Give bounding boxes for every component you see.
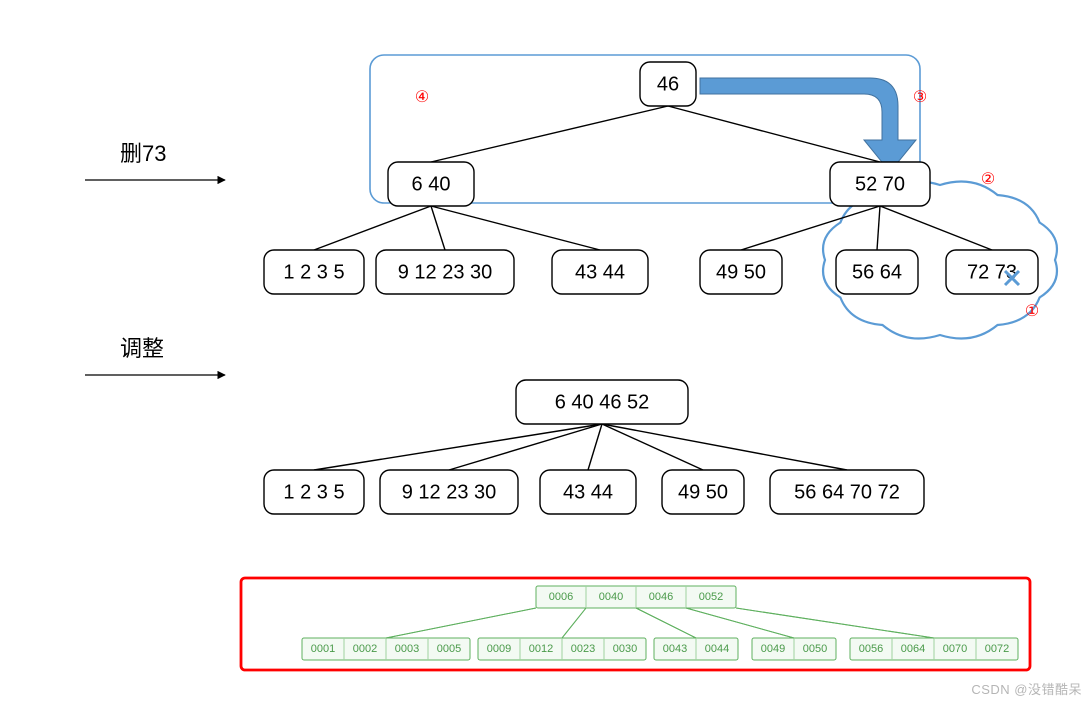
svg-text:②: ② [981,171,995,188]
svg-text:46: 46 [657,73,679,95]
svg-text:0030: 0030 [613,643,637,655]
svg-text:①: ① [1025,303,1039,320]
svg-text:删73: 删73 [120,141,166,166]
svg-text:0040: 0040 [599,591,623,603]
svg-text:49 50: 49 50 [678,481,728,503]
svg-text:④: ④ [415,89,429,106]
diagram-canvas: 删73 调整 46 6 40 52 70 1 2 3 5 9 12 23 30 43 44 49… [0,0,1088,702]
svg-text:6 40 46 52: 6 40 46 52 [555,391,650,413]
svg-text:0050: 0050 [803,643,827,655]
svg-text:0072: 0072 [985,643,1009,655]
svg-text:③: ③ [913,89,927,106]
svg-text:43 44: 43 44 [563,481,613,503]
svg-text:0005: 0005 [437,643,461,655]
watermark: CSDN @没错酷呆 [971,679,1082,698]
svg-text:调整: 调整 [120,336,164,361]
svg-text:0012: 0012 [529,643,553,655]
svg-text:0064: 0064 [901,643,925,655]
svg-text:0044: 0044 [705,643,729,655]
svg-text:0049: 0049 [761,643,785,655]
svg-text:6 40: 6 40 [412,173,451,195]
svg-text:0046: 0046 [649,591,673,603]
svg-text:52 70: 52 70 [855,173,905,195]
svg-text:0003: 0003 [395,643,419,655]
svg-text:0002: 0002 [353,643,377,655]
svg-text:0001: 0001 [311,643,335,655]
svg-text:9 12 23 30: 9 12 23 30 [398,261,493,283]
svg-text:1 2 3 5: 1 2 3 5 [283,261,344,283]
svg-text:1 2 3 5: 1 2 3 5 [283,481,344,503]
svg-text:0023: 0023 [571,643,595,655]
svg-text:43 44: 43 44 [575,261,625,283]
svg-text:0006: 0006 [549,591,573,603]
svg-text:0009: 0009 [487,643,511,655]
svg-text:56 64: 56 64 [852,261,902,283]
svg-text:0043: 0043 [663,643,687,655]
svg-text:49 50: 49 50 [716,261,766,283]
svg-text:0070: 0070 [943,643,967,655]
svg-text:0056: 0056 [859,643,883,655]
svg-text:0052: 0052 [699,591,723,603]
svg-text:9 12 23 30: 9 12 23 30 [402,481,497,503]
svg-text:56 64 70 72: 56 64 70 72 [794,481,900,503]
